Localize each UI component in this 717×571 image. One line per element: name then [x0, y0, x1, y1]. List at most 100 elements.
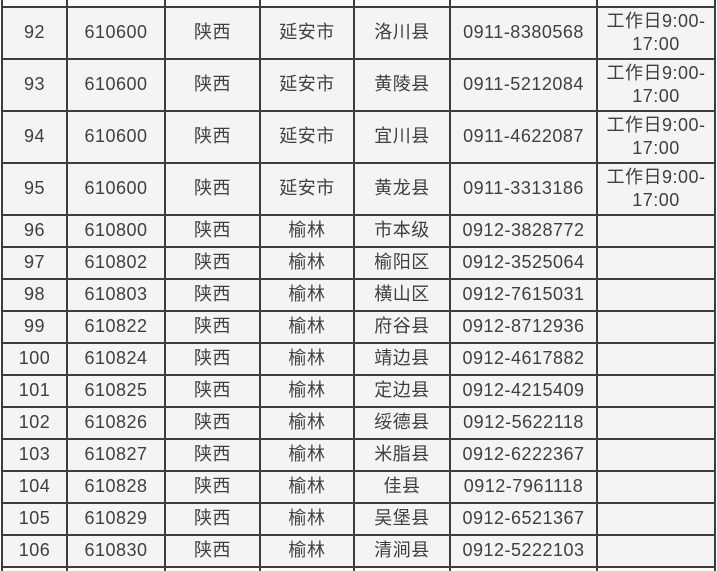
- partial-cell: [449, 566, 598, 571]
- cell-row-number: 104: [1, 470, 68, 504]
- cell-district: 市本级: [353, 214, 451, 248]
- cell-service-hours: [596, 406, 716, 440]
- cell-service-hours: 工作日9:00-17:00: [596, 6, 716, 60]
- cell-city: 榆林: [259, 406, 355, 440]
- cell-row-number: 105: [1, 502, 68, 536]
- cell-province: 陕西: [164, 406, 261, 440]
- cell-phone-number: 0911-8380568: [449, 6, 598, 60]
- cell-row-number: 97: [1, 246, 68, 280]
- cell-province: 陕西: [164, 438, 261, 472]
- cell-phone-number: 0912-5622118: [449, 406, 598, 440]
- cell-service-hours: [596, 310, 716, 344]
- cell-row-number: 95: [1, 162, 68, 216]
- cell-city: 延安市: [259, 162, 355, 216]
- cell-service-hours: 工作日9:00-17:00: [596, 110, 716, 164]
- cell-province: 陕西: [164, 246, 261, 280]
- partial-cell: [1, 566, 68, 571]
- table-row: 95 610600 陕西 延安市 黄龙县 0911-3313186 工作日9:00-17:0…: [1, 162, 716, 216]
- partial-cell: [259, 0, 355, 8]
- partial-cell: [259, 566, 355, 571]
- cell-row-number: 92: [1, 6, 68, 60]
- partial-cell: [164, 566, 261, 571]
- cell-row-number: 94: [1, 110, 68, 164]
- cell-phone-number: 0912-7615031: [449, 278, 598, 312]
- cell-phone-number: 0912-3828772: [449, 214, 598, 248]
- cell-district: 黄陵县: [353, 58, 451, 112]
- cell-phone-number: 0911-3313186: [449, 162, 598, 216]
- table-row: 106 610830 陕西 榆林 清涧县 0912-5222103: [1, 534, 716, 568]
- cell-province: 陕西: [164, 310, 261, 344]
- cell-city: 榆林: [259, 214, 355, 248]
- cell-city: 榆林: [259, 502, 355, 536]
- cell-phone-number: 0912-5222103: [449, 534, 598, 568]
- cell-phone-number: 0912-6521367: [449, 502, 598, 536]
- partial-cell: [449, 0, 598, 8]
- cell-row-number: 100: [1, 342, 68, 376]
- cell-city: 榆林: [259, 374, 355, 408]
- table-row: 99 610822 陕西 榆林 府谷县 0912-8712936: [1, 310, 716, 344]
- cell-province: 陕西: [164, 6, 261, 60]
- cell-row-number: 102: [1, 406, 68, 440]
- cell-phone-number: 0911-4622087: [449, 110, 598, 164]
- cell-city: 榆林: [259, 470, 355, 504]
- cell-row-number: 106: [1, 534, 68, 568]
- cell-phone-number: 0912-7961118: [449, 470, 598, 504]
- cell-area-code: 610830: [66, 534, 166, 568]
- cell-row-number: 98: [1, 278, 68, 312]
- cell-service-hours: 工作日9:00-17:00: [596, 58, 716, 112]
- cell-province: 陕西: [164, 502, 261, 536]
- cell-area-code: 610827: [66, 438, 166, 472]
- cell-service-hours: [596, 214, 716, 248]
- cell-district: 米脂县: [353, 438, 451, 472]
- cell-service-hours: [596, 470, 716, 504]
- partial-cell: [164, 0, 261, 8]
- cell-district: 清涧县: [353, 534, 451, 568]
- cell-city: 榆林: [259, 534, 355, 568]
- cell-area-code: 610600: [66, 110, 166, 164]
- cell-district: 定边县: [353, 374, 451, 408]
- cell-row-number: 93: [1, 58, 68, 112]
- cell-service-hours: [596, 246, 716, 280]
- cell-city: 榆林: [259, 278, 355, 312]
- cell-area-code: 610803: [66, 278, 166, 312]
- cell-city: 榆林: [259, 310, 355, 344]
- cell-province: 陕西: [164, 110, 261, 164]
- partial-cell: [596, 0, 716, 8]
- cell-phone-number: 0912-4617882: [449, 342, 598, 376]
- cell-area-code: 610600: [66, 6, 166, 60]
- cell-district: 靖边县: [353, 342, 451, 376]
- cell-service-hours: [596, 374, 716, 408]
- cell-district: 府谷县: [353, 310, 451, 344]
- cell-service-hours: [596, 438, 716, 472]
- cell-phone-number: 0912-4215409: [449, 374, 598, 408]
- cell-district: 宜川县: [353, 110, 451, 164]
- partial-cell: [1, 0, 68, 8]
- table-row: 104 610828 陕西 榆林 佳县 0912-7961118: [1, 470, 716, 504]
- cell-service-hours: [596, 502, 716, 536]
- cell-service-hours: [596, 534, 716, 568]
- cell-province: 陕西: [164, 342, 261, 376]
- cell-district: 绥德县: [353, 406, 451, 440]
- table-row: 92 610600 陕西 延安市 洛川县 0911-8380568 工作日9:00-17:0…: [1, 6, 716, 60]
- table-row: 102 610826 陕西 榆林 绥德县 0912-5622118: [1, 406, 716, 440]
- cell-area-code: 610825: [66, 374, 166, 408]
- partial-cell: [353, 566, 451, 571]
- cell-province: 陕西: [164, 162, 261, 216]
- table-row: 93 610600 陕西 延安市 黄陵县 0911-5212084 工作日9:00-17:0…: [1, 58, 716, 112]
- cell-province: 陕西: [164, 278, 261, 312]
- cell-province: 陕西: [164, 534, 261, 568]
- cell-service-hours: [596, 342, 716, 376]
- cell-city: 榆林: [259, 438, 355, 472]
- cell-district: 黄龙县: [353, 162, 451, 216]
- cell-row-number: 99: [1, 310, 68, 344]
- cell-row-number: 101: [1, 374, 68, 408]
- cell-area-code: 610824: [66, 342, 166, 376]
- cell-district: 佳县: [353, 470, 451, 504]
- cell-area-code: 610600: [66, 162, 166, 216]
- table-row: 101 610825 陕西 榆林 定边县 0912-4215409: [1, 374, 716, 408]
- cell-city: 榆林: [259, 246, 355, 280]
- cell-area-code: 610600: [66, 58, 166, 112]
- table-row: 94 610600 陕西 延安市 宜川县 0911-4622087 工作日9:00-17:0…: [1, 110, 716, 164]
